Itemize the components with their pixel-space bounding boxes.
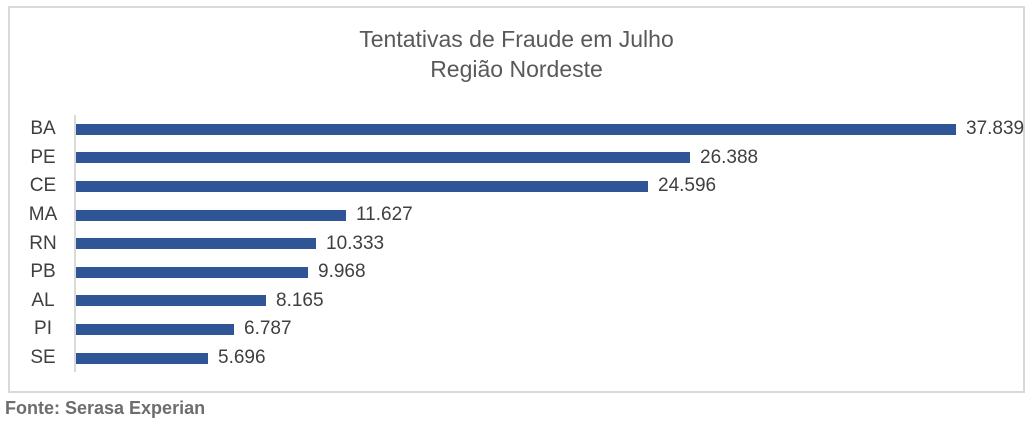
category-label: SE	[30, 347, 56, 369]
value-label: 8.165	[276, 289, 324, 311]
bar-row: PI 6.787	[12, 315, 1021, 344]
bar-track: 11.627	[74, 200, 1021, 230]
bar-track: 24.596	[74, 172, 1021, 201]
category-label: PI	[34, 318, 52, 340]
value-label: 37.839	[966, 118, 1025, 140]
bar-track: 9.968	[74, 257, 1021, 287]
category-label: CE	[29, 175, 57, 197]
bar	[76, 209, 346, 221]
bar	[76, 238, 316, 250]
category-label: MA	[28, 204, 58, 226]
value-label: 26.388	[700, 146, 759, 168]
bar-row: PB 9.968	[12, 257, 1021, 287]
chart-title-line1: Tentativas de Fraude em Julho	[359, 26, 674, 52]
bar	[76, 266, 308, 278]
bar-row: SE 5.696	[12, 343, 1021, 373]
bar	[76, 123, 956, 135]
bar-track: 5.696	[74, 343, 1021, 373]
value-label: 6.787	[244, 318, 292, 340]
bar-row: MA 11.627	[12, 200, 1021, 230]
chart-title-line2: Região Nordeste	[430, 56, 603, 82]
bar	[76, 180, 648, 192]
bar-row: AL 8.165	[12, 286, 1021, 316]
bar-row: PE 26.388	[12, 143, 1021, 173]
bar-track: 10.333	[74, 229, 1021, 258]
category-label: PB	[30, 261, 56, 283]
bar-track: 37.839	[74, 115, 1024, 144]
category-label: AL	[31, 289, 55, 311]
value-label: 9.968	[318, 261, 366, 283]
bar-track: 8.165	[74, 286, 1021, 316]
bar-track: 6.787	[74, 315, 1021, 344]
value-label: 5.696	[218, 347, 266, 369]
source-note: Fonte: Serasa Experian	[5, 398, 206, 418]
bar-row: RN 10.333	[12, 229, 1021, 258]
bar	[76, 352, 208, 364]
bar	[76, 152, 690, 164]
bar-row: BA 37.839	[12, 115, 1024, 144]
bar	[76, 295, 266, 307]
category-label: BA	[30, 118, 56, 140]
bar-row: CE 24.596	[12, 172, 1021, 201]
category-label: RN	[29, 232, 57, 254]
value-label: 11.627	[356, 204, 413, 226]
value-label: 10.333	[326, 232, 385, 254]
bar-plot-area: BA 37.839 PE 26.388 CE 24.596 MA 11.627 RN 10.333…	[12, 115, 1024, 373]
value-label: 24.596	[658, 175, 717, 197]
category-label: PE	[30, 146, 56, 168]
chart-frame: Tentativas de Fraude em Julho Região Nor…	[8, 6, 1025, 393]
chart-title: Tentativas de Fraude em Julho Região Nor…	[10, 24, 1023, 84]
bar-track: 26.388	[74, 143, 1021, 173]
bar	[76, 323, 234, 335]
